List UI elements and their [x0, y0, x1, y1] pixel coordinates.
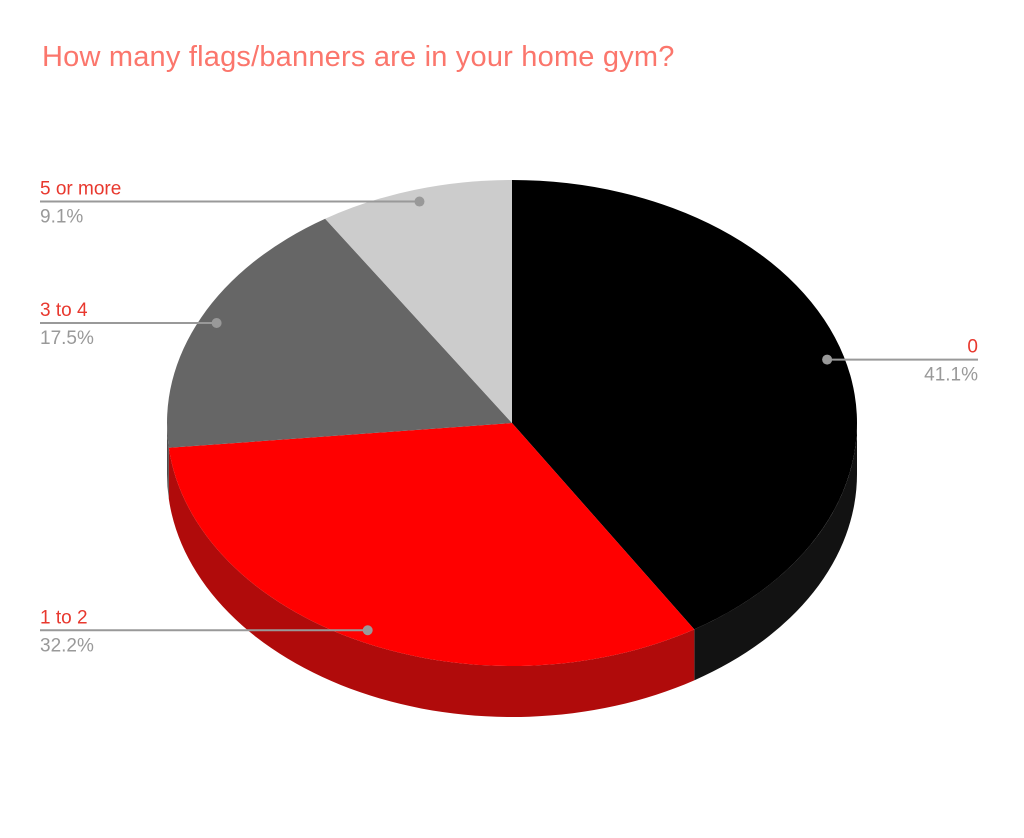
callout-dot [414, 196, 425, 207]
callout-0: 0 41.1% [822, 337, 978, 386]
callout-percent-label: 41.1% [924, 365, 978, 386]
pie-slice-side-1-to-2 [168, 447, 695, 718]
callout-percent-label: 32.2% [40, 635, 94, 656]
callout-percent-label: 9.1% [40, 207, 83, 228]
callout-percent-label: 17.5% [40, 328, 94, 349]
callout-5-or-more: 5 or more 9.1% [40, 179, 425, 228]
pie-slices [167, 180, 858, 667]
callout-category-label: 5 or more [40, 179, 121, 200]
pie-slice-side-3-to-4 [167, 423, 169, 499]
callout-dot [822, 354, 833, 365]
callout-dot [211, 317, 222, 328]
callout-3-to-4: 3 to 4 17.5% [40, 300, 222, 349]
pie-slice-1-to-2 [168, 423, 695, 667]
callout-category-label: 0 [967, 337, 978, 358]
chart-title: How many flags/banners are in your home … [42, 41, 675, 73]
pie-callouts: 0 41.1% 1 to 2 32.2% 3 to 4 17.5% 5 or more 9.1… [40, 179, 978, 656]
callout-1-to-2: 1 to 2 32.2% [40, 607, 373, 656]
callout-category-label: 1 to 2 [40, 607, 88, 628]
pie-slice-5-or-more [325, 180, 512, 423]
pie-slice-3-to-4 [167, 218, 512, 448]
pie-slice-side-0 [694, 423, 857, 681]
callout-category-label: 3 to 4 [40, 300, 88, 321]
callout-dot [362, 625, 373, 636]
pie-slice-0 [512, 180, 858, 630]
pie-3d-sides [167, 423, 857, 718]
